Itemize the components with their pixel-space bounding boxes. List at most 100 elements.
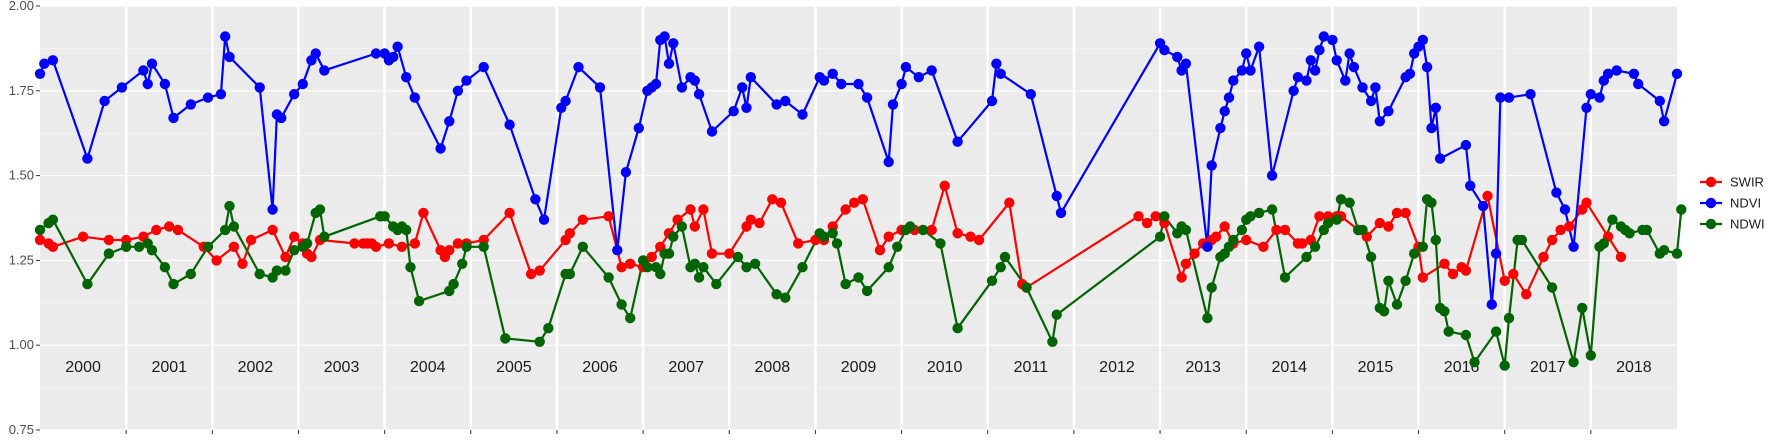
data-point-swir	[1508, 268, 1519, 280]
data-point-ndvi	[138, 65, 149, 76]
data-point-swir	[973, 234, 985, 246]
data-point-ndvi	[289, 89, 300, 100]
data-point-swir	[1374, 217, 1386, 229]
data-point-swir	[409, 238, 420, 249]
year-label: 2018	[1616, 359, 1652, 376]
data-point-swir	[724, 248, 735, 259]
data-point-ndvi	[1344, 48, 1355, 59]
data-point-swir	[840, 204, 851, 215]
data-point-ndvi	[853, 78, 864, 90]
data-point-ndwi	[1357, 224, 1368, 236]
data-point-swir	[1279, 224, 1291, 236]
data-point-ndwi	[1245, 211, 1256, 222]
data-point-ndvi	[612, 245, 623, 256]
data-point-ndwi	[1460, 329, 1472, 341]
data-point-ndwi	[642, 262, 653, 273]
data-point-ndvi	[1477, 200, 1489, 212]
data-point-ndvi	[1266, 170, 1278, 181]
data-point-ndwi	[1383, 275, 1394, 286]
data-point-ndvi	[913, 72, 924, 83]
x-axis-ticks	[125, 430, 1592, 434]
data-point-swir	[1400, 207, 1411, 219]
year-label: 2012	[1099, 359, 1135, 376]
data-point-ndwi	[1159, 211, 1170, 222]
y-tick-label: 0.75	[9, 422, 34, 437]
data-point-ndwi	[280, 265, 291, 276]
data-point-ndwi	[1266, 204, 1278, 215]
data-point-ndwi	[1051, 309, 1062, 320]
data-point-ndvi	[1305, 55, 1317, 66]
year-label: 2011	[1014, 359, 1049, 376]
data-point-swir	[603, 211, 614, 222]
data-point-swir	[151, 224, 162, 236]
data-point-ndwi	[534, 336, 545, 347]
year-label: 2013	[1185, 359, 1221, 376]
data-point-swir	[1258, 241, 1269, 252]
data-point-ndvi	[1025, 89, 1037, 100]
data-point-ndvi	[991, 58, 1002, 69]
year-label: 2009	[841, 359, 877, 376]
data-point-ndwi	[892, 241, 903, 252]
data-point-ndvi	[34, 68, 46, 80]
data-point-ndvi	[737, 82, 748, 93]
data-point-ndvi	[659, 31, 670, 42]
data-point-ndvi	[861, 92, 873, 103]
data-point-ndwi	[732, 251, 744, 263]
legend-label-swir: SWIR	[1730, 175, 1764, 190]
data-point-swir	[939, 180, 950, 191]
data-point-swir	[1210, 231, 1222, 242]
data-point-ndwi	[1236, 224, 1248, 236]
data-point-ndvi	[538, 214, 550, 225]
data-point-ndwi	[461, 241, 472, 252]
data-point-swir	[164, 221, 175, 232]
data-point-ndvi	[693, 89, 705, 100]
y-axis: 0.75 1.00 1.25 1.50 1.75 2.00	[9, 0, 40, 437]
data-point-ndvi	[401, 72, 412, 83]
data-point-ndvi	[142, 78, 153, 90]
data-point-ndvi	[1292, 72, 1304, 83]
data-point-ndwi	[818, 231, 830, 242]
data-point-swir	[349, 238, 360, 249]
y-tick-label: 2.00	[9, 0, 34, 13]
data-point-ndvi	[896, 78, 907, 90]
year-label: 2004	[410, 359, 446, 376]
data-point-swir	[452, 238, 464, 249]
data-point-ndvi	[297, 78, 308, 90]
data-point-ndwi	[797, 262, 808, 273]
data-point-ndvi	[1318, 31, 1330, 42]
data-point-ndwi	[220, 224, 231, 236]
data-point-ndwi	[1228, 234, 1239, 246]
data-point-ndwi	[1021, 282, 1032, 293]
data-point-ndwi	[1671, 248, 1683, 259]
data-point-swir	[577, 214, 588, 225]
data-point-swir	[1564, 221, 1575, 232]
data-point-ndwi	[693, 272, 705, 283]
data-point-ndvi	[728, 106, 739, 117]
data-point-ndwi	[986, 275, 998, 286]
data-point-swir	[1297, 238, 1308, 249]
data-point-ndvi	[633, 122, 644, 134]
data-point-ndwi	[999, 251, 1011, 263]
data-point-ndwi	[1206, 282, 1217, 293]
data-point-ndwi	[663, 248, 675, 259]
legend-key-point	[1705, 176, 1717, 188]
data-point-swir	[1555, 224, 1566, 236]
data-point-ndwi	[616, 299, 627, 310]
data-point-ndvi	[1465, 180, 1476, 191]
data-point-ndvi	[836, 78, 847, 90]
data-point-ndvi	[1301, 75, 1312, 86]
data-point-ndvi	[1490, 248, 1502, 259]
data-point-ndvi	[444, 116, 455, 127]
data-point-ndvi	[1327, 34, 1338, 46]
data-point-swir	[534, 265, 545, 276]
data-point-swir	[1538, 251, 1549, 263]
series-points	[34, 31, 1687, 371]
data-point-ndvi	[1658, 116, 1670, 127]
data-point-ndwi	[379, 211, 390, 222]
data-point-ndwi	[1641, 224, 1653, 236]
data-point-ndvi	[1434, 153, 1446, 164]
data-point-ndvi	[168, 112, 179, 124]
data-point-ndvi	[827, 68, 838, 80]
data-point-ndwi	[1568, 357, 1579, 368]
data-point-ndvi	[370, 48, 382, 59]
